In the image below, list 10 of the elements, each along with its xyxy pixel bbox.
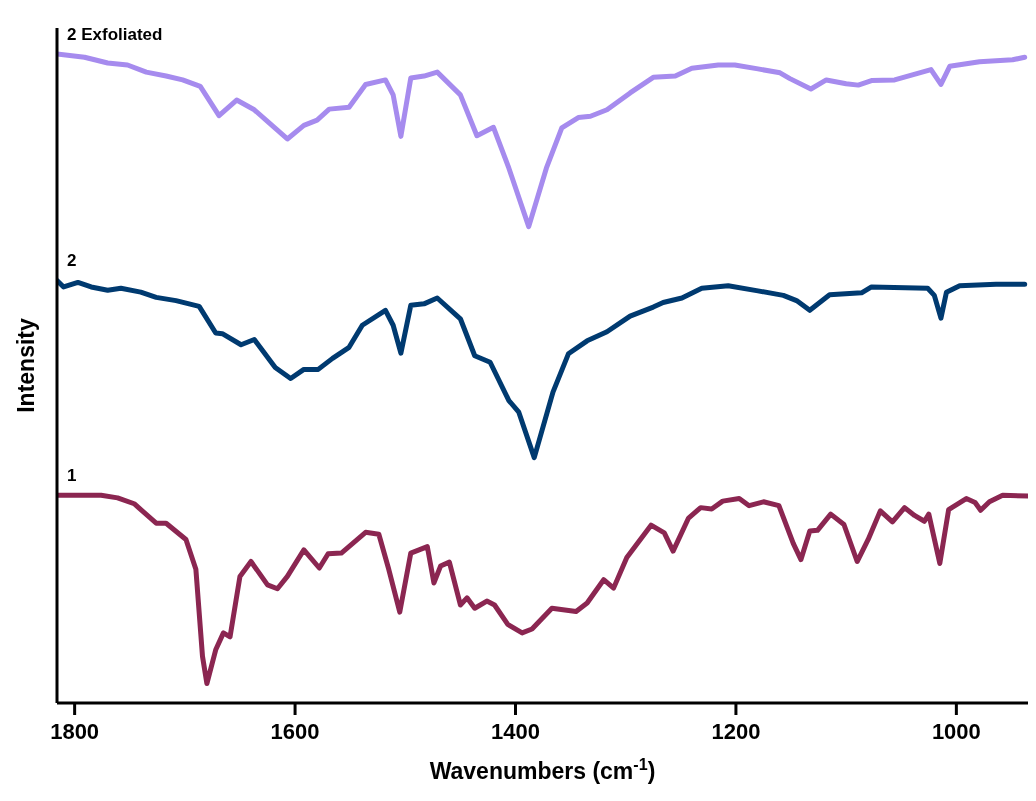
series-label: 1 (67, 466, 77, 486)
x-tick-label: 1000 (931, 718, 981, 744)
x-tick-label: 1400 (491, 718, 540, 744)
series-label: 2 (67, 251, 77, 271)
x-axis-title: Wavenumbers (cm$^{-1}$) (429, 755, 656, 784)
y-axis-title: Intensity (13, 318, 40, 413)
x-tick-label: 1800 (50, 718, 100, 744)
series-label: 2 Exfoliated (67, 24, 163, 44)
x-tick-label: 1600 (270, 718, 320, 744)
x-tick-label: 1200 (711, 718, 761, 744)
